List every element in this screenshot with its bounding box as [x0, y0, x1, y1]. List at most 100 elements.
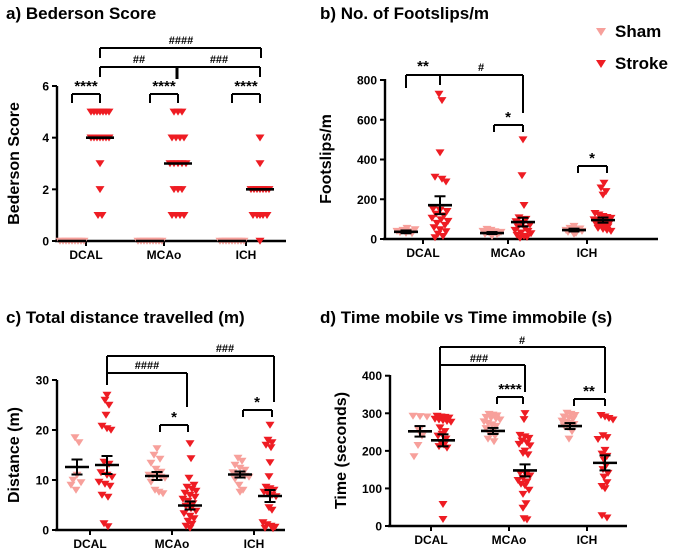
- data-point-stroke: [103, 493, 113, 501]
- sig-label: ###: [210, 54, 228, 66]
- sig-label: *: [171, 409, 177, 426]
- x-category-label: DCAL: [69, 248, 102, 262]
- panel-b-title: b) No. of Footslips/m: [320, 4, 490, 23]
- data-point-sham: [481, 425, 491, 433]
- data-point-stroke: [518, 136, 528, 144]
- data-point-stroke: [598, 432, 608, 440]
- data-point-stroke: [177, 186, 187, 194]
- data-point-sham: [234, 481, 244, 489]
- data-point-stroke: [599, 179, 609, 187]
- data-point-stroke: [263, 436, 273, 444]
- legend-item-sham: Sham: [596, 22, 668, 42]
- data-point-stroke: [187, 485, 197, 493]
- y-tick-label: 0: [42, 235, 49, 249]
- data-point-stroke: [181, 522, 191, 530]
- data-point-stroke: [441, 178, 451, 186]
- data-point-stroke: [602, 514, 612, 522]
- data-point-sham: [66, 481, 76, 489]
- data-point-sham: [402, 224, 412, 232]
- data-point-stroke: [260, 524, 270, 532]
- data-point-stroke: [177, 108, 187, 116]
- data-point-stroke: [187, 520, 197, 528]
- data-point-stroke: [438, 516, 448, 524]
- data-point-stroke: [600, 485, 610, 493]
- sig-label: *: [589, 150, 595, 167]
- panel-a-plot: 0 2 4 6 DCAL MCAo ICH Bederson Score **** **** ***…: [6, 35, 286, 262]
- data-point-stroke: [179, 510, 189, 518]
- data-point-stroke: [520, 410, 530, 418]
- data-point-stroke: [94, 478, 104, 486]
- y-tick-label: 200: [357, 193, 377, 207]
- data-point-stroke: [264, 473, 274, 481]
- data-point-sham: [74, 439, 84, 447]
- stroke-marker-icon: [596, 60, 606, 68]
- data-point-sham: [564, 435, 574, 443]
- data-point-stroke: [107, 473, 117, 481]
- sig-label: **: [583, 383, 595, 400]
- y-axis-label: Footslips/m: [318, 114, 335, 204]
- data-point-stroke: [100, 480, 110, 488]
- sig-label: ###: [216, 343, 234, 355]
- data-point-sham: [152, 445, 162, 453]
- data-point-sham: [413, 442, 423, 450]
- sig-label: *: [505, 109, 511, 126]
- data-point-stroke: [430, 173, 440, 181]
- data-point-stroke: [526, 230, 536, 238]
- data-point-stroke: [597, 512, 607, 520]
- y-tick-label: 400: [357, 153, 377, 167]
- data-point-sham: [483, 435, 493, 443]
- data-point-stroke: [519, 202, 529, 210]
- sig-label: ****: [234, 78, 258, 95]
- x-category-label: ICH: [236, 248, 257, 262]
- data-point-sham: [415, 413, 425, 421]
- data-point-stroke: [430, 234, 440, 242]
- data-point-stroke: [255, 237, 265, 245]
- data-point-stroke: [608, 416, 618, 424]
- legend-label-stroke: Stroke: [615, 54, 668, 73]
- data-point-stroke: [105, 482, 115, 490]
- data-point-stroke: [513, 476, 523, 484]
- data-point-sham: [230, 461, 240, 469]
- data-point-stroke: [435, 226, 445, 234]
- data-point-stroke: [514, 440, 524, 448]
- y-axis-label: Bederson Score: [6, 102, 23, 225]
- data-point-stroke: [443, 217, 453, 225]
- y-tick-label: 6: [42, 80, 49, 94]
- data-point-stroke: [265, 421, 275, 429]
- data-point-stroke: [520, 482, 530, 490]
- data-point-stroke: [593, 436, 603, 444]
- data-point-sham: [235, 488, 245, 496]
- data-point-stroke: [266, 444, 276, 452]
- data-point-stroke: [518, 490, 528, 498]
- data-point-stroke: [182, 483, 192, 491]
- data-point-stroke: [261, 441, 271, 449]
- data-point-stroke: [606, 227, 616, 235]
- data-point-sham: [146, 459, 156, 467]
- data-point-stroke: [524, 486, 534, 494]
- sham-marker-icon: [596, 28, 606, 36]
- x-category-label: ICH: [577, 533, 598, 547]
- data-point-stroke: [268, 525, 278, 533]
- x-category-label: DCAL: [406, 246, 439, 260]
- data-point-stroke: [102, 391, 112, 399]
- data-point-stroke: [518, 504, 528, 512]
- y-axis-label: Distance (m): [6, 407, 23, 503]
- data-point-stroke: [265, 459, 275, 467]
- data-point-stroke: [440, 221, 450, 229]
- data-point-stroke: [519, 416, 529, 424]
- data-point-stroke: [179, 134, 189, 142]
- data-point-stroke: [189, 515, 199, 523]
- y-tick-label: 800: [357, 74, 377, 88]
- data-point-stroke: [441, 228, 451, 236]
- data-point-stroke: [602, 479, 612, 487]
- data-point-stroke: [601, 188, 611, 196]
- sig-label: #: [478, 62, 484, 74]
- data-point-stroke: [522, 478, 532, 486]
- data-point-sham: [422, 413, 432, 421]
- data-point-stroke: [97, 491, 107, 499]
- data-point-stroke: [103, 523, 113, 531]
- x-category-label: MCAo: [491, 246, 526, 260]
- data-point-stroke: [97, 211, 107, 219]
